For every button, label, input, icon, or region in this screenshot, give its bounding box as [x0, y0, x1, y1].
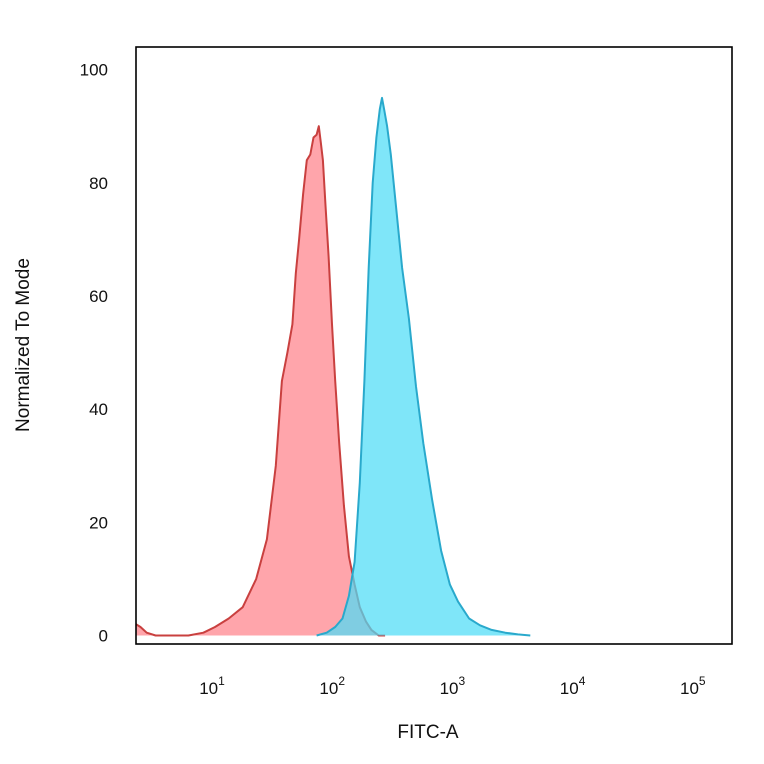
series-2-area [316, 97, 531, 636]
y-tick-label: 100 [80, 61, 108, 80]
y-tick-label: 0 [99, 627, 108, 646]
x-tick-label: 105 [680, 674, 706, 698]
x-tick-base: 10 [199, 679, 218, 698]
x-tick-label: 103 [440, 674, 466, 698]
x-tick-base: 10 [440, 679, 459, 698]
plot-area [136, 96, 531, 637]
x-tick-base: 10 [560, 679, 579, 698]
series-1-line [136, 125, 386, 637]
x-tick-label: 101 [199, 674, 225, 698]
y-axis-ticks: 0 20 40 60 80 100 [80, 61, 108, 646]
y-tick-label: 80 [89, 174, 108, 193]
x-tick-exponent: 5 [699, 674, 706, 688]
x-tick-exponent: 3 [459, 674, 466, 688]
y-axis-label: Normalized To Mode [13, 258, 34, 432]
x-tick-exponent: 4 [579, 674, 586, 688]
series-1-area [136, 126, 386, 636]
y-tick-label: 40 [89, 400, 108, 419]
x-tick-exponent: 1 [218, 674, 225, 688]
x-tick-exponent: 2 [338, 674, 345, 688]
x-tick-label: 104 [560, 674, 586, 698]
series-2-line [316, 96, 531, 637]
x-axis-ticks: 101 102 103 104 105 [199, 674, 706, 698]
x-axis-label: FITC-A [397, 722, 459, 743]
x-tick-base: 10 [319, 679, 338, 698]
plot-frame [135, 46, 733, 645]
y-tick-label: 20 [89, 513, 108, 532]
y-tick-label: 60 [89, 287, 108, 306]
x-tick-label: 102 [319, 674, 345, 698]
x-tick-base: 10 [680, 679, 699, 698]
